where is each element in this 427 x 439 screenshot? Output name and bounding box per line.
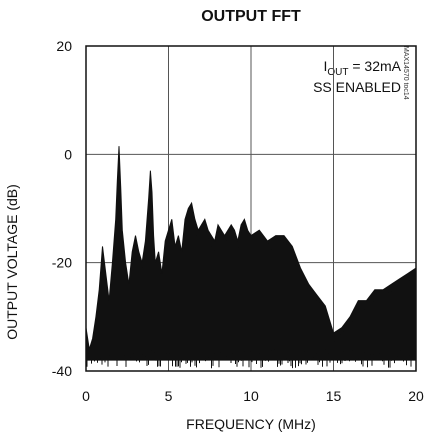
chart-title: OUTPUT FFT <box>201 8 301 25</box>
annotation-ss: SS ENABLED <box>313 79 401 95</box>
x-tick-label: 20 <box>408 388 424 404</box>
x-axis-label: FREQUENCY (MHz) <box>186 416 316 432</box>
plot-frame <box>85 45 417 372</box>
x-tick-label: 5 <box>165 388 173 404</box>
y-tick-label: -40 <box>52 363 72 379</box>
y-tick-label: 0 <box>64 146 72 162</box>
y-tick-label: 20 <box>56 38 72 54</box>
x-tick-label: 15 <box>326 388 342 404</box>
annotation-iout-prefix: I <box>323 58 328 74</box>
annotation-iout: IOUT = 32mA <box>323 58 401 78</box>
y-tick-label: -20 <box>52 255 72 271</box>
x-tick-label: 0 <box>82 388 90 404</box>
x-tick-label: 10 <box>243 388 259 404</box>
annotation-iout-suffix: = 32mA <box>348 58 401 74</box>
annotation-iout-sub: OUT <box>327 66 349 78</box>
